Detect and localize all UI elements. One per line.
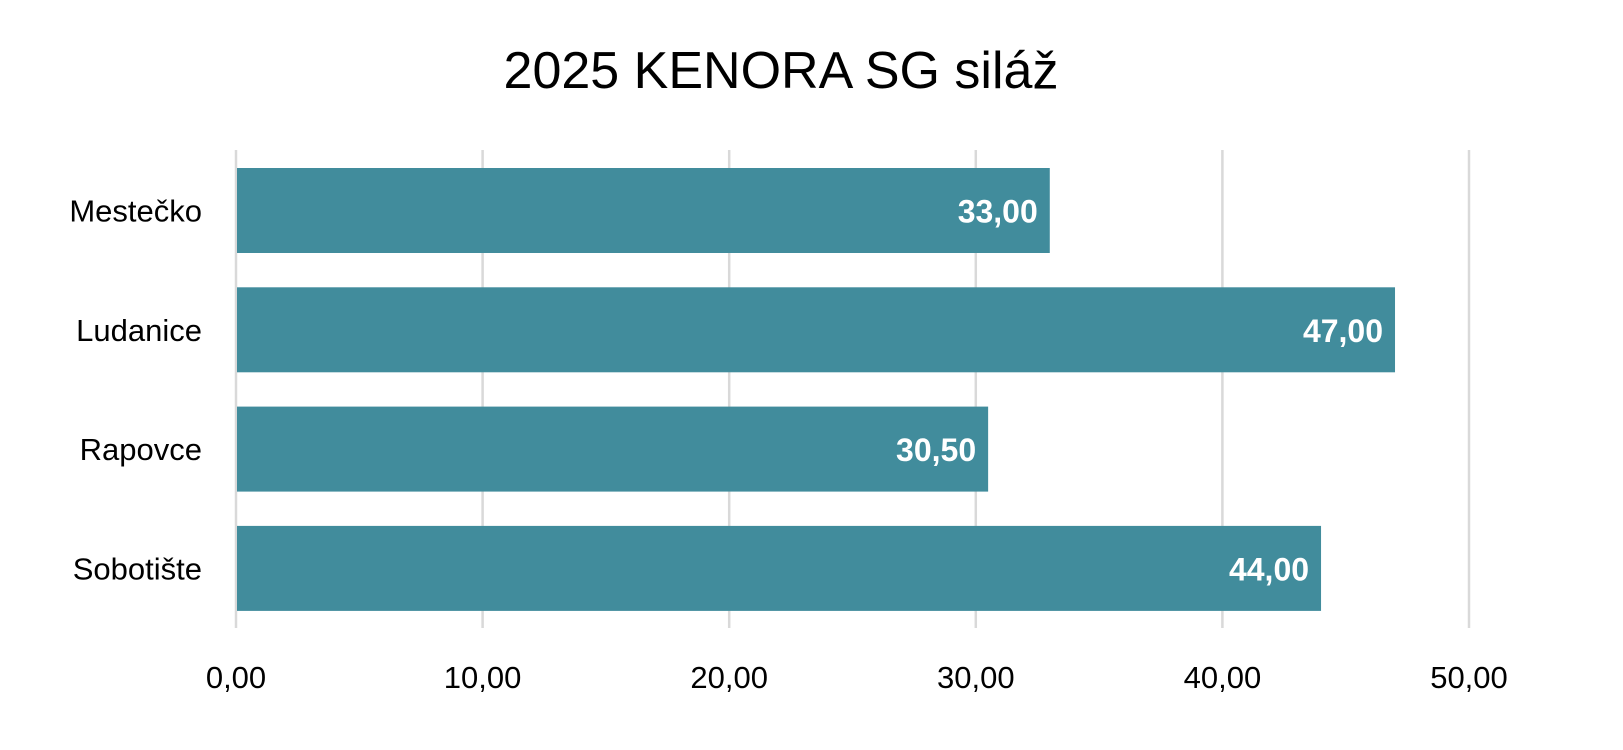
x-tick-label: 40,00 <box>1184 660 1262 695</box>
category-label: Mestečko <box>69 194 202 229</box>
x-tick-label: 10,00 <box>444 660 522 695</box>
bar <box>237 168 1050 253</box>
category-labels: Mestečko Ludanice Rapovce Sobotište <box>69 194 202 587</box>
category-label: Ludanice <box>76 313 202 348</box>
x-tick-label: 20,00 <box>690 660 768 695</box>
bar <box>237 287 1396 373</box>
bars: 33,00 47,00 30,50 44,00 <box>237 168 1396 611</box>
x-tick-label: 0,00 <box>206 660 266 695</box>
data-label: 30,50 <box>896 432 976 468</box>
x-tick-label: 50,00 <box>1430 660 1508 695</box>
bar <box>237 406 989 492</box>
chart-title: 2025 KENORA SG siláž <box>504 42 1059 100</box>
data-label: 44,00 <box>1229 551 1309 587</box>
category-label: Rapovce <box>80 432 202 467</box>
x-tick-labels: 0,00 10,00 20,00 30,00 40,00 50,00 <box>206 660 1508 695</box>
bar <box>237 525 1322 611</box>
x-tick-label: 30,00 <box>937 660 1015 695</box>
data-label: 47,00 <box>1303 313 1383 349</box>
data-label: 33,00 <box>958 194 1038 230</box>
category-label: Sobotište <box>73 551 202 586</box>
